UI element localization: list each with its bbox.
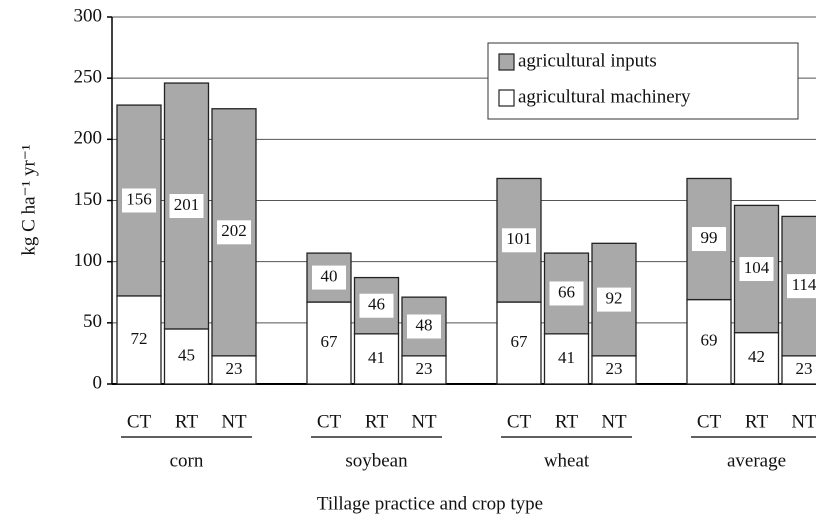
value-label-box [597,357,631,382]
value-label: 23 [606,359,623,378]
value-label: 23 [796,359,813,378]
x-tick-label: NT [411,411,437,432]
x-tick-label: RT [745,411,769,432]
legend-label: agricultural machinery [518,86,691,107]
value-label-box [169,344,204,369]
x-tick-label: CT [317,411,342,432]
y-tick-label: 50 [83,311,102,332]
value-label-box [692,329,726,354]
value-label-box [787,357,816,382]
x-tick-label: NT [791,411,816,432]
value-label: 114 [792,275,816,294]
x-tick-label: CT [507,411,532,432]
value-label-box [217,357,251,382]
value-label-box [169,194,204,219]
x-axis-label: Tillage practice and crop type [317,493,543,514]
x-tick-label: RT [365,411,389,432]
value-label-box [407,357,441,382]
value-label-box [739,346,774,371]
value-label-box [312,265,346,290]
group-label: average [727,450,786,471]
value-label: 45 [178,345,195,364]
value-label-box [312,331,346,356]
y-axis-label: kg C ha⁻¹ yr⁻¹ [18,144,39,255]
value-label: 156 [126,189,152,208]
x-tick-label: CT [127,411,152,432]
legend-swatch [498,89,515,107]
value-label: 201 [174,195,200,214]
value-label-box [502,331,536,356]
value-label: 41 [368,348,385,367]
value-label-box [692,227,726,252]
value-label: 48 [416,315,433,334]
legend-box [487,42,799,120]
value-label: 202 [221,221,247,240]
value-label: 23 [416,359,433,378]
value-label: 40 [321,266,338,285]
value-label-box [597,287,631,312]
y-tick-label: 250 [74,67,103,88]
value-label: 67 [321,332,339,351]
value-label-box [359,346,394,371]
x-tick-label: CT [697,411,722,432]
value-label: 67 [511,332,529,351]
value-label-box [122,327,156,352]
value-label-box [739,257,774,282]
value-label-box [407,314,441,339]
value-label: 41 [558,348,575,367]
value-label: 66 [558,282,575,301]
x-tick-label: RT [555,411,579,432]
group-label: wheat [544,450,590,471]
value-label: 69 [701,331,718,350]
legend-label: agricultural inputs [518,50,657,71]
x-tick-label: RT [175,411,199,432]
value-label: 42 [748,347,765,366]
x-tick-label: NT [221,411,247,432]
value-label-box [787,274,816,299]
value-label: 72 [131,329,148,348]
y-tick-label: 0 [93,372,103,393]
value-label-box [549,281,584,306]
y-tick-label: 150 [74,189,103,210]
legend-swatch [498,53,515,71]
value-label-box [549,346,584,371]
value-label-box [502,228,536,253]
x-tick-label: NT [601,411,627,432]
value-label-box [217,220,251,245]
value-label: 104 [744,258,770,277]
value-label-box [122,188,156,213]
value-label: 92 [606,288,623,307]
y-tick-label: 300 [74,5,103,26]
group-label: corn [170,450,204,471]
y-tick-label: 200 [74,128,103,149]
value-label: 23 [226,359,243,378]
value-label: 99 [701,228,718,247]
value-label: 101 [506,229,532,248]
group-label: soybean [345,450,408,471]
y-tick-label: 100 [74,250,103,271]
value-label-box [359,293,394,318]
value-label: 46 [368,295,385,314]
